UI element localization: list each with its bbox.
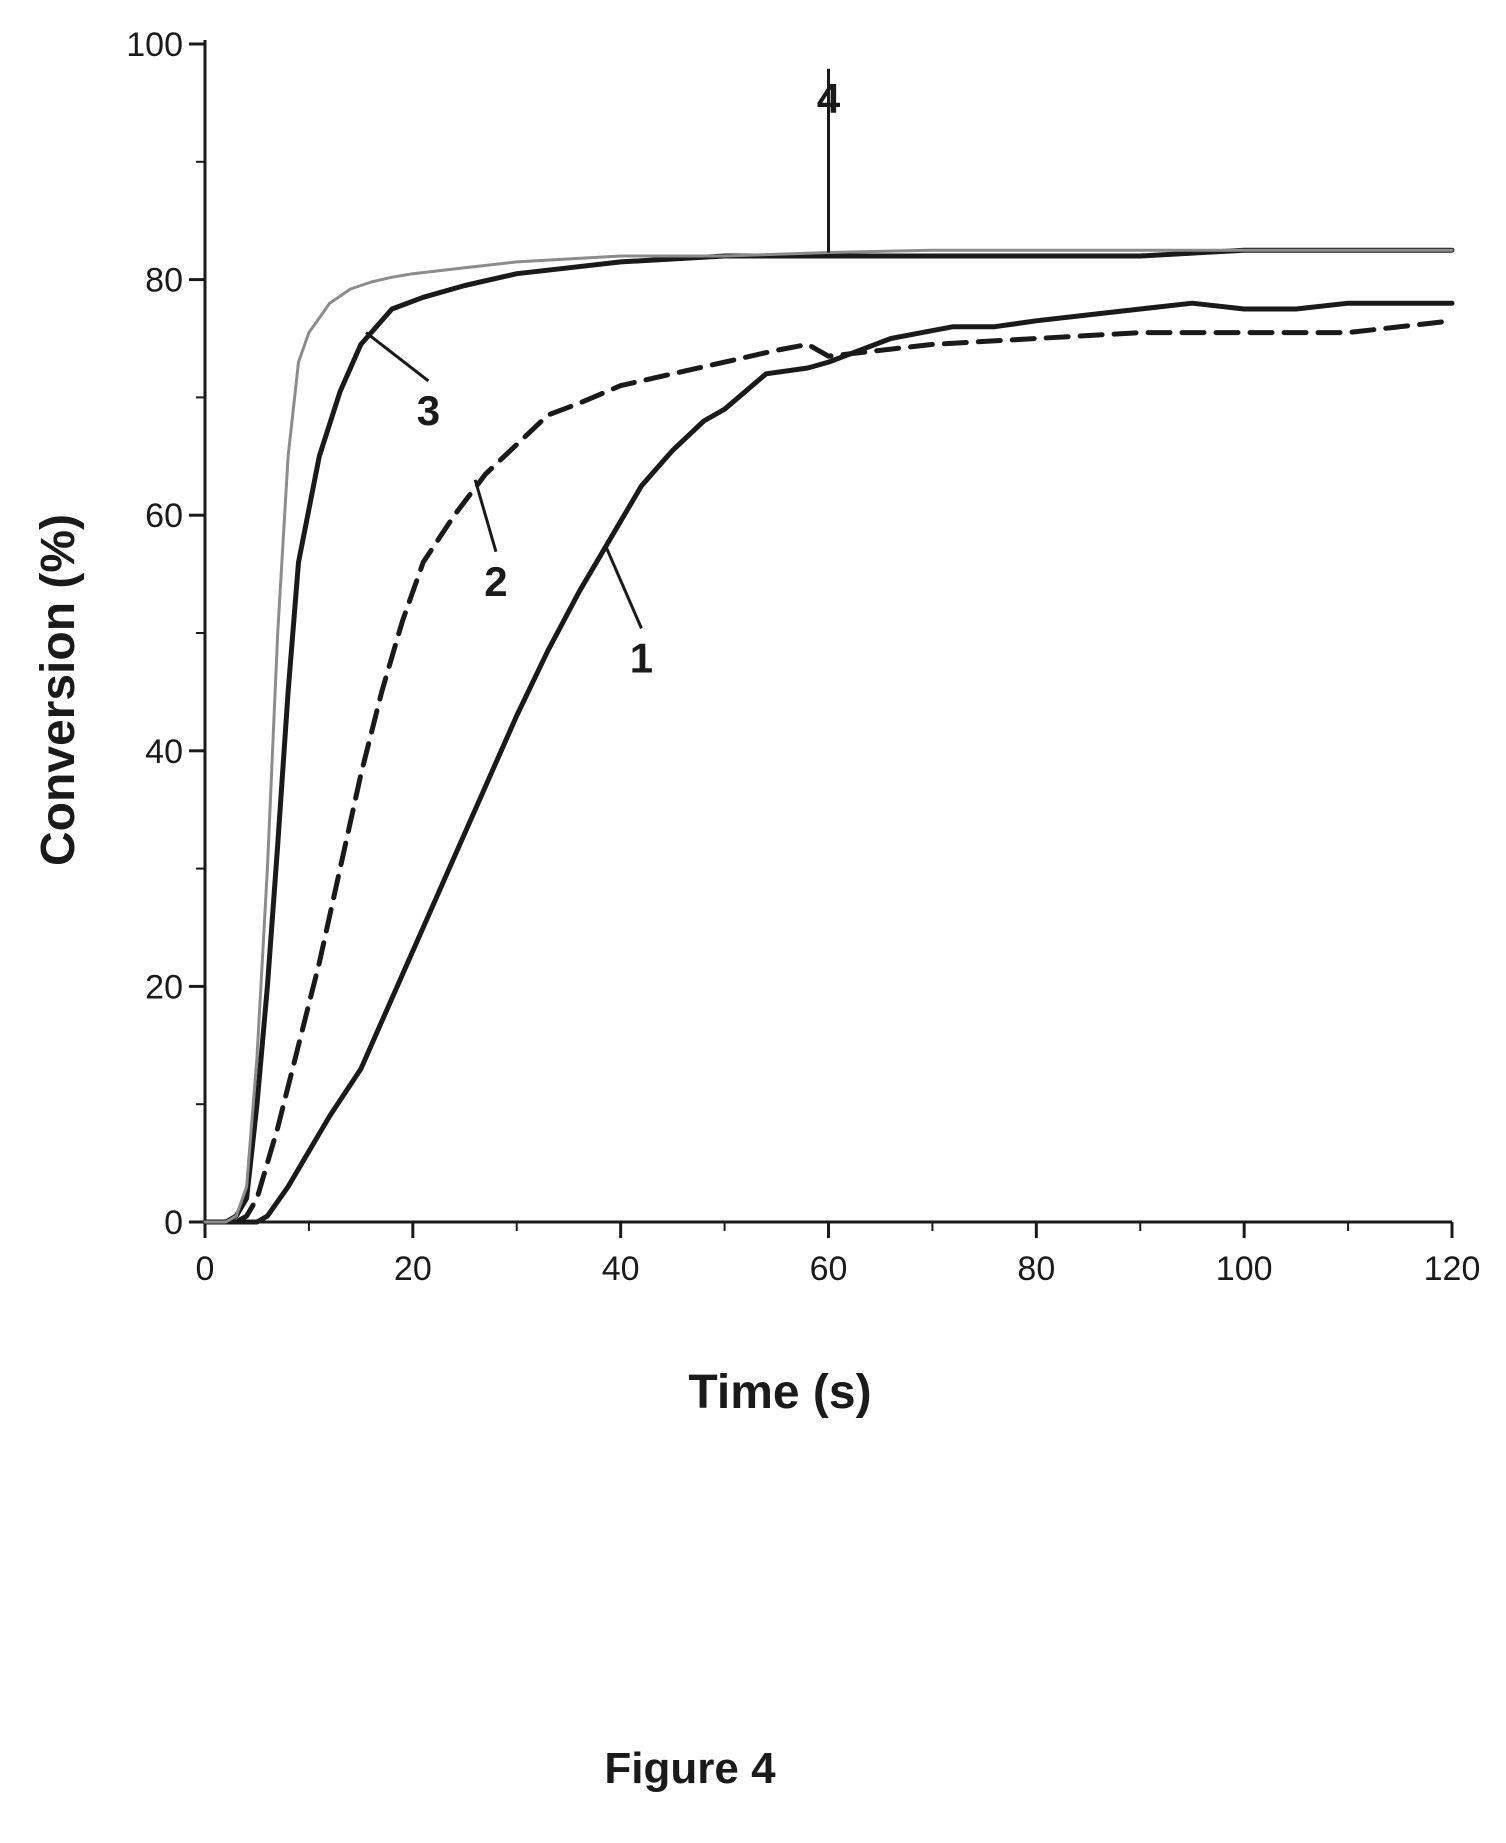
- x-tick-label: 20: [394, 1250, 432, 1288]
- annotation-layer: 1 2 3 4: [365, 68, 841, 681]
- series-line-2: [202, 318, 1455, 1225]
- curve-label-4: 4: [817, 75, 841, 122]
- y-axis-title: Conversion (%): [32, 514, 85, 866]
- x-axis-title: Time (s): [688, 1366, 871, 1419]
- curve-label-2: 2: [484, 558, 507, 605]
- curve-leader-1: [603, 544, 643, 629]
- figure-caption: Figure 4: [604, 1744, 776, 1793]
- curve-label-1: 1: [630, 634, 653, 681]
- curve-leader-3: [365, 331, 430, 383]
- series-line-1: [202, 300, 1455, 1225]
- y-tick-label: 80: [145, 262, 183, 300]
- y-tick-label: 20: [145, 968, 183, 1006]
- x-tick-label: 120: [1424, 1250, 1481, 1288]
- x-tick-label: 0: [196, 1250, 215, 1288]
- series-line-3: [202, 247, 1455, 1225]
- curve-label-3: 3: [417, 387, 440, 434]
- x-tick-label: 100: [1216, 1250, 1273, 1288]
- series-line-4: [203, 248, 1454, 1224]
- axes: 0 20 40 60 80 100 120 0 20 40 60 80 100: [126, 26, 1480, 1288]
- series-layer: [202, 247, 1455, 1225]
- curve-leader-2: [473, 479, 498, 553]
- y-tick-label: 60: [145, 497, 183, 535]
- y-tick-label: 40: [145, 733, 183, 771]
- x-tick-label: 80: [1017, 1250, 1055, 1288]
- x-tick-label: 40: [602, 1250, 640, 1288]
- x-tick-label: 60: [810, 1250, 848, 1288]
- y-tick-label: 100: [126, 26, 183, 64]
- y-tick-label: 0: [164, 1204, 183, 1242]
